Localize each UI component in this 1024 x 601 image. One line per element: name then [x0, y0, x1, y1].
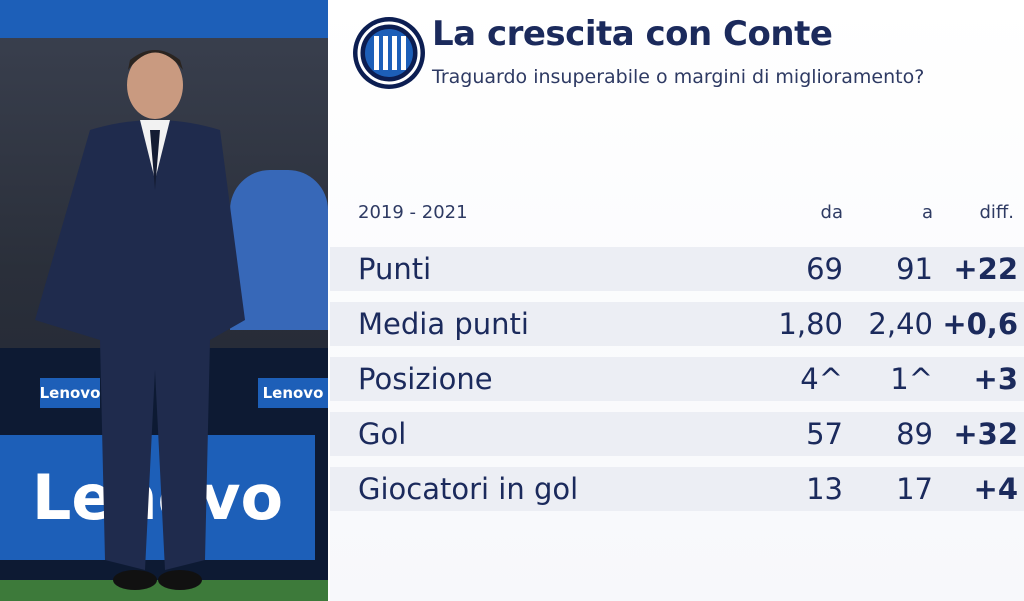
value: 69: [806, 252, 843, 286]
sponsor-board: Lenovo: [40, 378, 100, 408]
diff-value: +22: [953, 252, 1018, 286]
pitch: [0, 580, 328, 601]
value: 57: [806, 417, 843, 451]
diff-value: +3: [973, 362, 1018, 396]
row-band: [330, 247, 1024, 291]
row-label: Media punti: [358, 307, 529, 341]
photo: Lenovo Lenovo Lenovo: [0, 0, 328, 601]
title: La crescita con Conte: [432, 14, 833, 54]
diff-value: +32: [953, 417, 1018, 451]
row-band: [330, 467, 1024, 511]
value: 17: [896, 472, 933, 506]
club-logo: [353, 17, 425, 89]
row-band: [330, 412, 1024, 456]
value: 1,80: [778, 307, 843, 341]
diff-value: +0,6: [942, 307, 1018, 341]
spectator: [230, 170, 328, 330]
value: 91: [896, 252, 933, 286]
column-header: a: [921, 202, 933, 223]
sponsor-board: Lenovo: [0, 435, 315, 560]
row-label: Giocatori in gol: [358, 472, 579, 506]
period-label: 2019 - 2021: [358, 202, 468, 223]
top-board: [0, 0, 328, 38]
coach-figure: [35, 50, 245, 590]
row-band: [330, 357, 1024, 401]
diff-value: +4: [973, 472, 1018, 506]
value: 13: [806, 472, 843, 506]
sponsor-board: Lenovo: [258, 378, 328, 408]
row-label: Gol: [358, 417, 407, 451]
value: 1^: [890, 362, 933, 396]
column-header: da: [820, 202, 843, 223]
column-header: diff.: [979, 202, 1014, 223]
value: 89: [896, 417, 933, 451]
value: 2,40: [868, 307, 933, 341]
value: 4^: [800, 362, 843, 396]
row-band: [330, 302, 1024, 346]
row-label: Posizione: [358, 362, 493, 396]
subtitle: Traguardo insuperabile o margini di migl…: [432, 66, 925, 88]
row-label: Punti: [358, 252, 432, 286]
